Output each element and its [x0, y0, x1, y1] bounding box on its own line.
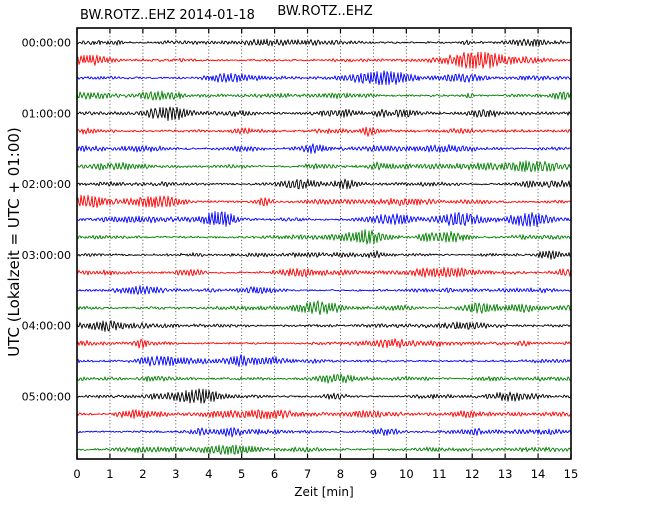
- seismogram-trace: [76, 320, 572, 332]
- seismogram-trace: [76, 388, 572, 404]
- seismogram-trace: [76, 427, 572, 438]
- x-tick-label: 12: [465, 467, 480, 481]
- seismogram-trace: [76, 266, 572, 278]
- x-tick-label: 6: [271, 467, 278, 481]
- seismogram-trace: [76, 338, 572, 349]
- seismogram-trace: [76, 373, 572, 384]
- seismogram-trace: [76, 194, 572, 209]
- seismogram-trace: [76, 229, 572, 245]
- axes-border: [76, 27, 572, 460]
- seismogram-trace: [76, 126, 572, 137]
- seismogram-trace: [76, 354, 572, 367]
- seismogram-trace: [76, 38, 572, 47]
- x-tick-label: 1: [106, 467, 113, 481]
- seismogram-trace: [76, 444, 572, 456]
- hour-tick-label: 04:00:00: [22, 320, 71, 333]
- x-tick-label: 3: [172, 467, 179, 481]
- hour-tick-label: 05:00:00: [22, 390, 71, 403]
- seismogram-trace: [76, 250, 572, 260]
- seismogram-trace: [76, 178, 572, 190]
- x-tick-label: 4: [205, 467, 212, 481]
- seismogram-trace: [76, 285, 572, 295]
- x-tick-label: 5: [238, 467, 245, 481]
- x-tick-label: 14: [531, 467, 546, 481]
- seismogram-trace: [76, 409, 572, 420]
- x-tick-label: 11: [432, 467, 447, 481]
- hour-tick-label: 01:00:00: [22, 107, 71, 120]
- x-tick-label: 9: [370, 467, 377, 481]
- x-tick-label: 8: [337, 467, 344, 481]
- x-axis-label: Zeit [min]: [294, 485, 354, 499]
- seismogram-trace: [76, 211, 572, 227]
- hour-tick-label: 03:00:00: [22, 249, 71, 262]
- x-tick-label: 13: [498, 467, 513, 481]
- x-tick-label: 7: [304, 467, 311, 481]
- seismogram-trace: [76, 143, 572, 154]
- x-tick-label: 2: [139, 467, 146, 481]
- seismogram-trace: [76, 300, 572, 316]
- seismogram-trace: [76, 90, 572, 101]
- x-tick-label: 0: [73, 467, 80, 481]
- seismogram-trace: [76, 70, 572, 86]
- seismogram-trace: [76, 106, 572, 122]
- x-tick-label: 10: [399, 467, 414, 481]
- hour-tick-label: 00:00:00: [22, 37, 71, 50]
- seismogram-trace: [76, 51, 572, 69]
- x-tick-label: 15: [564, 467, 579, 481]
- seismogram-trace: [76, 160, 572, 173]
- plot-title: BW.ROTZ..EHZ 2014-01-18: [80, 8, 255, 23]
- figure-suptitle: BW.ROTZ..EHZ: [277, 4, 373, 19]
- hour-tick-label: 02:00:00: [22, 178, 71, 191]
